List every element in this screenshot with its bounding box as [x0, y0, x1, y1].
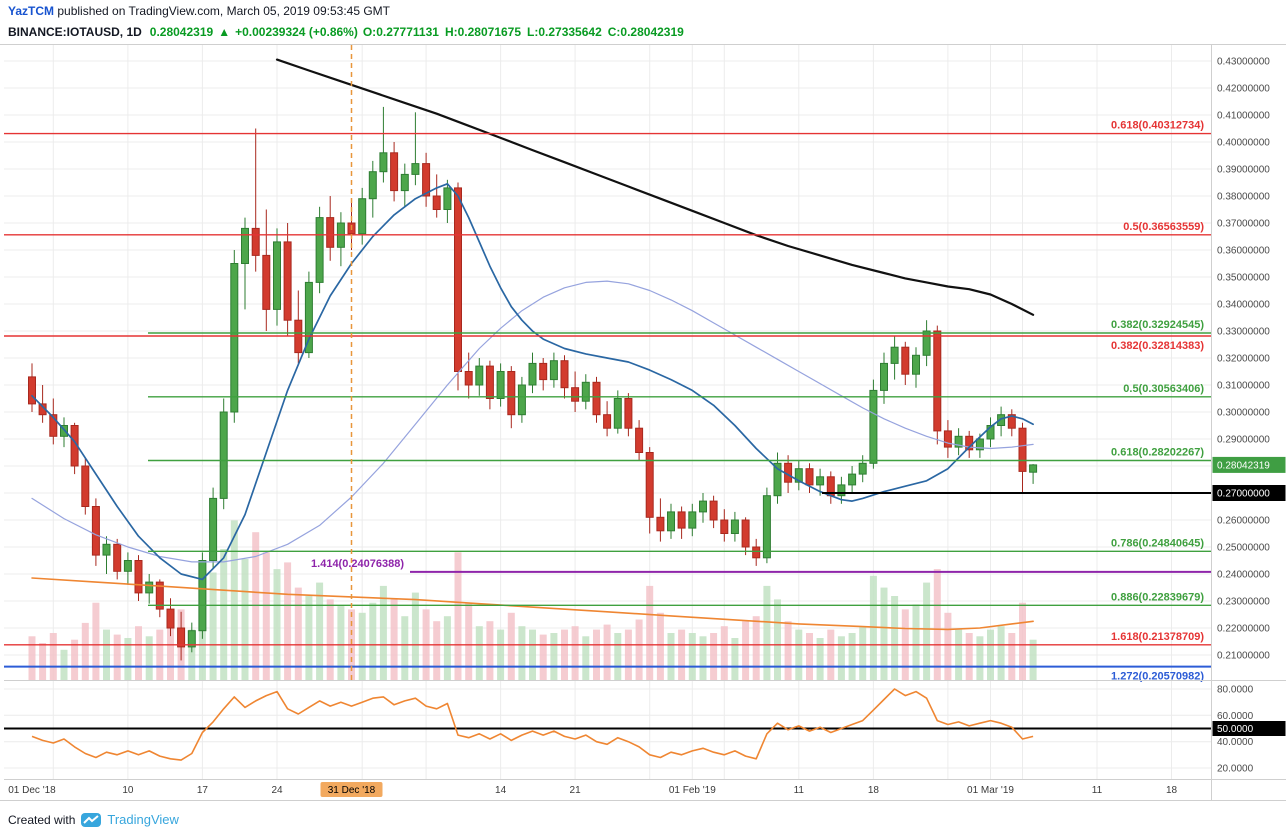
svg-text:0.29000000: 0.29000000 — [1217, 435, 1270, 446]
panel-borders — [0, 44, 1286, 801]
svg-text:0.382(0.32814383): 0.382(0.32814383) — [1111, 340, 1204, 352]
rsi-mid-badge — [1212, 721, 1286, 736]
tradingview-logo-icon — [81, 812, 102, 827]
publish-header: YazTCM published on TradingView.com, Mar… — [8, 4, 390, 18]
svg-text:0.5(0.30563406): 0.5(0.30563406) — [1123, 383, 1204, 395]
svg-text:18: 18 — [1166, 785, 1178, 796]
svg-text:0.25000000: 0.25000000 — [1217, 543, 1270, 554]
chart-canvas[interactable]: 0.618(0.40312734) 0.5(0.36563559) 0.382(0.… — [0, 0, 1286, 802]
svg-text:0.27000000: 0.27000000 — [1217, 489, 1270, 500]
svg-text:0.39000000: 0.39000000 — [1217, 165, 1270, 176]
svg-text:01 Mar '19: 01 Mar '19 — [967, 785, 1014, 796]
svg-text:18: 18 — [868, 785, 880, 796]
svg-text:21: 21 — [570, 785, 582, 796]
ma-long-orange — [31, 577, 1034, 631]
high-value: H:0.28071675 — [444, 25, 522, 39]
svg-text:1.618(0.21378709): 1.618(0.21378709) — [1111, 631, 1204, 643]
svg-text:0.382(0.32924545): 0.382(0.32924545) — [1111, 319, 1204, 331]
svg-text:0.43000000: 0.43000000 — [1217, 57, 1270, 68]
rsi-line — [31, 688, 1034, 761]
candles — [28, 106, 1038, 661]
price-chart-svg[interactable]: 0.618(0.40312734) 0.5(0.36563559) 0.382(0.… — [0, 0, 1286, 802]
author-link[interactable]: YazTCM — [8, 4, 55, 18]
svg-text:0.41000000: 0.41000000 — [1217, 111, 1270, 122]
ma-slow-lavender — [31, 280, 1034, 563]
low-value: L:0.27335642 — [527, 25, 602, 39]
last-price-badge — [1212, 456, 1286, 473]
svg-text:60.0000: 60.0000 — [1217, 711, 1254, 722]
price-change-value: +0.00239324 (+0.86%) — [235, 25, 358, 39]
svg-text:0.30000000: 0.30000000 — [1217, 408, 1270, 419]
svg-text:0.618(0.40312734): 0.618(0.40312734) — [1111, 120, 1204, 132]
svg-text:0.28042319: 0.28042319 — [1217, 460, 1270, 471]
price-axis[interactable]: 0.21000000 0.22000000 0.23000000 0.24000000… — [1212, 57, 1286, 775]
svg-text:40.0000: 40.0000 — [1217, 737, 1254, 748]
svg-text:0.23000000: 0.23000000 — [1217, 597, 1270, 608]
svg-text:10: 10 — [122, 785, 134, 796]
time-axis[interactable]: 01 Dec '18 10 17 24 31 Dec '18 14 21 01 Feb '19… — [8, 782, 1177, 797]
page-footer: Created with TradingView — [8, 812, 179, 827]
svg-text:0.35000000: 0.35000000 — [1217, 273, 1270, 284]
svg-text:0.32000000: 0.32000000 — [1217, 354, 1270, 365]
svg-text:80.0000: 80.0000 — [1217, 685, 1254, 696]
svg-text:0.886(0.22839679): 0.886(0.22839679) — [1111, 591, 1204, 603]
svg-text:01 Dec '18: 01 Dec '18 — [8, 785, 56, 796]
svg-text:0.24000000: 0.24000000 — [1217, 570, 1270, 581]
svg-text:31 Dec '18: 31 Dec '18 — [328, 785, 376, 796]
svg-text:0.786(0.24840645): 0.786(0.24840645) — [1111, 537, 1204, 549]
svg-text:0.618(0.28202267): 0.618(0.28202267) — [1111, 447, 1204, 459]
svg-text:0.37000000: 0.37000000 — [1217, 219, 1270, 230]
main-plot[interactable] — [4, 45, 1211, 680]
svg-text:1.272(0.20570982): 1.272(0.20570982) — [1111, 671, 1204, 683]
svg-text:11: 11 — [1092, 785, 1103, 796]
svg-text:0.31000000: 0.31000000 — [1217, 381, 1270, 392]
svg-text:0.42000000: 0.42000000 — [1217, 84, 1270, 95]
svg-text:01 Feb '19: 01 Feb '19 — [669, 785, 716, 796]
fib-levels: 0.618(0.40312734) 0.5(0.36563559) 0.382(0.… — [4, 120, 1211, 683]
svg-text:0.36000000: 0.36000000 — [1217, 246, 1270, 257]
published-text: published on TradingView.com, March 05, … — [54, 4, 390, 18]
close-value: C:0.28042319 — [607, 25, 684, 39]
rsi-plot[interactable] — [4, 682, 1211, 779]
svg-text:14: 14 — [495, 785, 507, 796]
svg-text:0.34000000: 0.34000000 — [1217, 300, 1270, 311]
svg-text:20.0000: 20.0000 — [1217, 764, 1254, 775]
chart-legend: BINANCE:IOTAUSD, 1D 0.28042319 ▲ +0.0023932… — [8, 25, 690, 39]
svg-text:0.26000000: 0.26000000 — [1217, 516, 1270, 527]
svg-text:0.33000000: 0.33000000 — [1217, 327, 1270, 338]
up-arrow-icon: ▲ — [218, 25, 231, 39]
price-line-badge — [1212, 485, 1286, 501]
svg-text:11: 11 — [794, 785, 805, 796]
svg-text:0.21000000: 0.21000000 — [1217, 651, 1270, 662]
svg-text:0.22000000: 0.22000000 — [1217, 624, 1270, 635]
svg-text:50.0000: 50.0000 — [1217, 724, 1254, 735]
svg-text:0.38000000: 0.38000000 — [1217, 192, 1270, 203]
svg-text:0.40000000: 0.40000000 — [1217, 138, 1270, 149]
open-value: O:0.27771131 — [362, 25, 439, 39]
ma-100-black — [275, 58, 1035, 316]
svg-text:24: 24 — [271, 785, 283, 796]
tradingview-brand[interactable]: TradingView — [107, 812, 179, 827]
symbol-interval[interactable]: BINANCE:IOTAUSD, 1D — [8, 25, 142, 39]
created-with-text: Created with — [8, 812, 76, 827]
date-badge — [320, 782, 383, 797]
svg-text:1.414(0.24076388): 1.414(0.24076388) — [311, 558, 404, 570]
svg-text:17: 17 — [197, 785, 209, 796]
svg-text:0.5(0.36563559): 0.5(0.36563559) — [1123, 221, 1204, 233]
last-price-value: 0.28042319 — [149, 25, 214, 39]
